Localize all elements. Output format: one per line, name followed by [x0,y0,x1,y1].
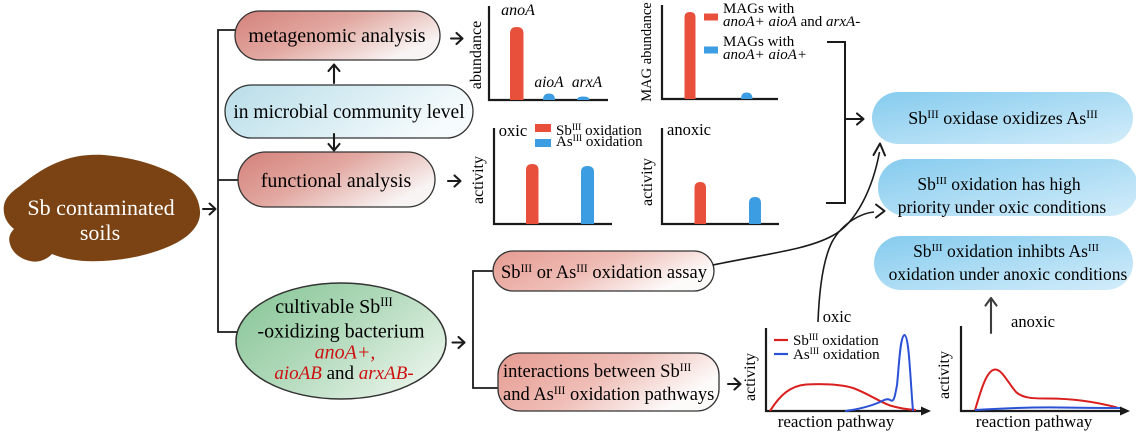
svg-text:reaction pathway: reaction pathway [778,412,895,431]
svg-text:oxic: oxic [499,121,527,140]
svg-text:Sb contaminated: Sb contaminated [27,195,174,220]
svg-text:priority under oxic conditions: priority under oxic conditions [898,197,1107,217]
svg-text:soils: soils [80,220,120,245]
svg-text:metagenomic analysis: metagenomic analysis [248,25,425,47]
svg-text:reaction pathway: reaction pathway [976,412,1093,431]
svg-text:oxic: oxic [823,307,851,326]
svg-text:SbIII oxidase oxidizes AsIII: SbIII oxidase oxidizes AsIII [908,108,1098,128]
svg-text:anoA: anoA [501,2,535,19]
svg-text:arxA: arxA [572,74,603,91]
svg-text:MAGs with: MAGs with [723,34,795,50]
svg-text:aioAB and arxAB-: aioAB and arxAB- [274,363,413,384]
svg-text:activity: activity [470,156,487,204]
svg-text:-oxidizing bacterium: -oxidizing bacterium [257,321,425,343]
svg-text:activity: activity [639,158,656,206]
svg-text:functional analysis: functional analysis [261,170,412,192]
svg-text:aioA: aioA [534,74,564,91]
svg-text:cultivable SbIII: cultivable SbIII [275,295,392,318]
svg-text:MAG abundance: MAG abundance [639,2,655,101]
svg-text:interactions between SbIII: interactions between SbIII [503,362,691,382]
svg-text:AsIII oxidation: AsIII oxidation [556,134,643,150]
svg-text:activity: activity [936,351,953,399]
svg-text:MAGs with: MAGs with [723,1,795,17]
svg-text:SbIII oxidation inhibts AsIII: SbIII oxidation inhibts AsIII [913,241,1099,261]
svg-text:abundance: abundance [468,21,485,89]
svg-text:SbIII or AsIII oxidation assay: SbIII or AsIII oxidation assay [501,263,708,283]
svg-text:anoxic: anoxic [1011,312,1055,331]
svg-text:in microbial community level: in microbial community level [233,102,465,123]
svg-text:anoA+ aioA+: anoA+ aioA+ [723,47,807,63]
svg-text:SbIII oxidation has high: SbIII oxidation has high [917,174,1080,194]
svg-text:anoxic: anoxic [667,120,711,139]
svg-text:anoA+,: anoA+, [315,342,376,364]
svg-text:SbIII oxidation: SbIII oxidation [556,123,642,139]
svg-text:oxidation under anoxic conditi: oxidation under anoxic conditions [889,264,1128,284]
svg-text:anoA+ aioA and arxA-: anoA+ aioA and arxA- [723,14,860,30]
svg-text:and AsIII oxidation pathways: and AsIII oxidation pathways [503,385,714,405]
svg-text:AsIII oxidation: AsIII oxidation [793,347,880,363]
svg-text:activity: activity [742,353,759,401]
